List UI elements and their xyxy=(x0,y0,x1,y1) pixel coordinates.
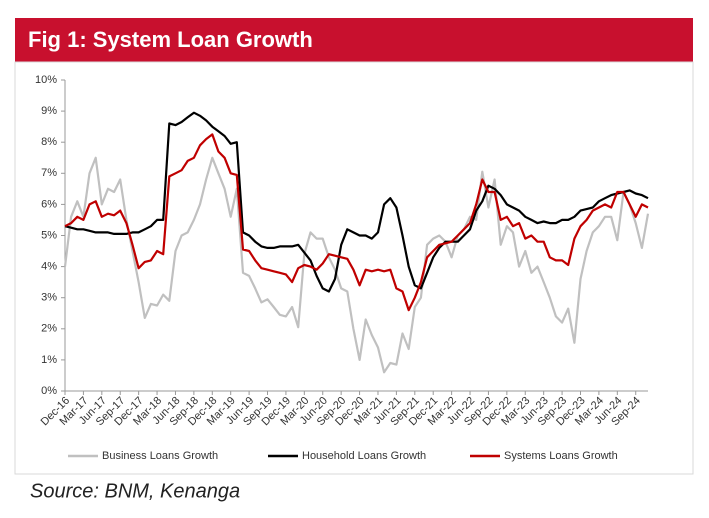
legend-label: Household Loans Growth xyxy=(302,450,426,462)
series-line xyxy=(64,133,649,312)
y-tick-label: 0% xyxy=(41,385,57,397)
legend-label: Business Loans Growth xyxy=(102,450,218,462)
legend-label: Systems Loans Growth xyxy=(504,450,618,462)
source-note: Source: BNM, Kenanga xyxy=(30,480,240,502)
y-tick-label: 2% xyxy=(41,323,57,335)
y-tick-label: 8% xyxy=(41,136,57,148)
series-line xyxy=(64,111,649,293)
y-tick-label: 6% xyxy=(41,198,57,210)
title-banner xyxy=(15,18,693,62)
plot-frame xyxy=(14,61,694,475)
y-tick-label: 1% xyxy=(41,354,57,366)
series-line xyxy=(63,156,650,374)
y-tick-label: 5% xyxy=(41,229,57,241)
y-tick-label: 4% xyxy=(41,261,57,273)
y-tick-label: 10% xyxy=(35,74,57,86)
y-tick-label: 9% xyxy=(41,105,57,117)
y-tick-label: 7% xyxy=(41,167,57,179)
y-tick-label: 3% xyxy=(41,292,57,304)
chart-title: Fig 1: System Loan Growth xyxy=(28,27,313,52)
